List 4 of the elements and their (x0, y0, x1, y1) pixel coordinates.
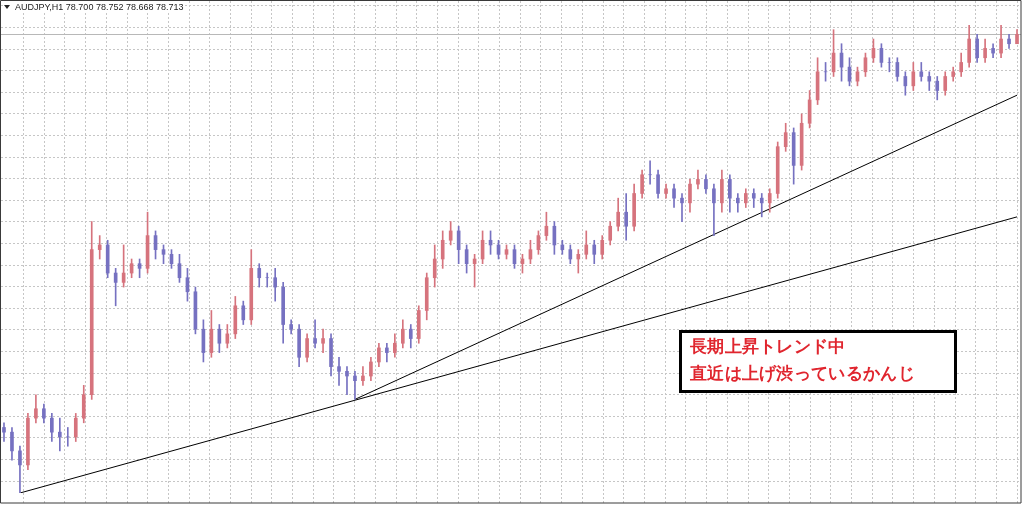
annotation: 長期上昇トレンド中 (690, 335, 847, 358)
text-box: 長期上昇トレンド中 直近は上げ渋っているかんじ (679, 330, 957, 393)
annotation: 直近は上げ渋っているかんじ (690, 362, 916, 385)
chart-title: AUDJPY,H1 78.700 78.752 78.668 78.713 (15, 2, 184, 12)
